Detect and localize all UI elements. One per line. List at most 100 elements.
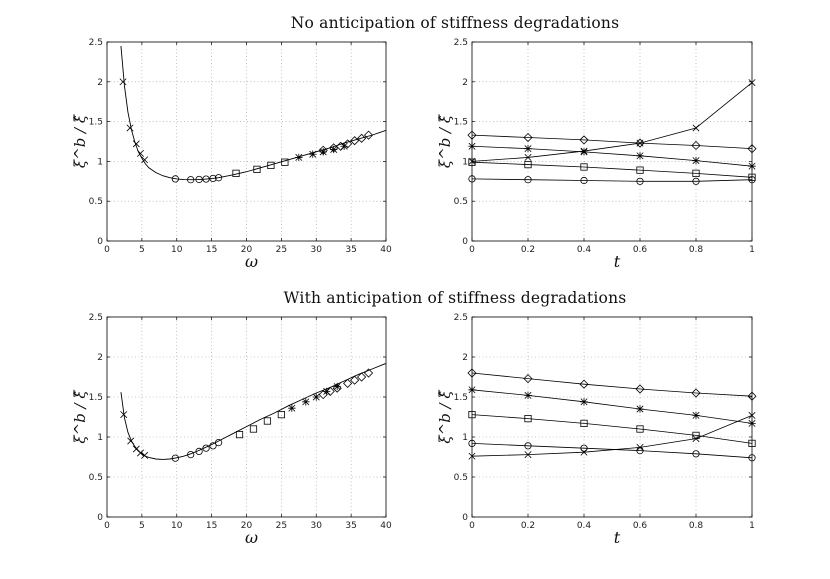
data-point	[343, 378, 353, 388]
axes-frame	[471, 316, 753, 518]
x-tick-label: 0.8	[689, 245, 704, 255]
y-tick-label: 1	[462, 157, 468, 167]
data-point	[202, 175, 210, 183]
y-tick-label: 2.5	[454, 313, 468, 323]
data-point	[747, 391, 757, 401]
y-axis-label: ξ^b / ξ̂	[71, 114, 89, 168]
series-line	[471, 178, 753, 182]
data-point	[209, 174, 217, 183]
data-point	[468, 142, 476, 150]
x-tick-label: 1	[749, 245, 755, 255]
y-tick-label: 0	[97, 513, 103, 523]
y-tick-label: 2	[97, 353, 103, 363]
x-tick-label: 0	[104, 245, 110, 255]
data-point	[187, 176, 195, 184]
x-tick-label: 20	[241, 245, 253, 255]
x-tick-label: 10	[171, 245, 183, 255]
data-point	[524, 160, 532, 169]
x-tick-label: 35	[345, 245, 356, 255]
data-point	[195, 175, 203, 184]
x-tick-label: 30	[311, 245, 323, 255]
y-tick-label: 1.5	[454, 118, 468, 128]
x-tick-label: 0	[469, 521, 475, 531]
data-point	[636, 177, 644, 185]
x-tick-label: 0.4	[577, 521, 592, 531]
data-point	[636, 425, 644, 433]
axes-frame	[106, 316, 387, 518]
series-line	[471, 82, 753, 162]
y-axis-label: ξ^b / ξ̂	[436, 114, 454, 168]
data-point	[635, 138, 645, 148]
data-point	[281, 158, 289, 166]
data-point	[636, 443, 644, 451]
data-point	[523, 132, 533, 143]
data-point	[580, 444, 588, 452]
data-point	[309, 150, 317, 158]
x-axis-label: t	[614, 528, 621, 547]
data-point	[132, 140, 140, 148]
data-point	[523, 374, 533, 384]
series-line	[471, 372, 753, 397]
data-point	[126, 124, 134, 132]
data-point	[318, 145, 328, 155]
data-point	[748, 176, 756, 184]
data-point	[288, 404, 296, 412]
data-point	[635, 384, 645, 394]
data-point	[329, 143, 339, 153]
data-point	[119, 78, 127, 86]
marker-group-o	[171, 174, 223, 184]
y-tick-label: 1	[97, 157, 103, 167]
x-tick-label: 0	[469, 245, 475, 255]
x-tick-label: 1	[749, 521, 755, 531]
series-line	[471, 145, 753, 167]
data-point	[580, 147, 588, 155]
y-tick-label: 0.5	[454, 197, 468, 207]
marker-group-x	[120, 411, 149, 459]
series-line	[471, 443, 753, 459]
data-point	[332, 383, 342, 393]
data-point	[187, 450, 195, 459]
x-tick-label: 25	[276, 245, 287, 255]
y-tick-label: 1.5	[454, 393, 468, 403]
data-point	[467, 368, 477, 378]
data-point	[209, 442, 217, 450]
data-point	[277, 410, 285, 419]
x-tick-label: 10	[171, 521, 183, 531]
data-point	[580, 419, 588, 428]
data-point	[468, 386, 476, 394]
data-point	[357, 133, 367, 143]
series-curve	[120, 45, 387, 181]
x-tick-label: 15	[206, 245, 217, 255]
data-point	[468, 439, 476, 447]
data-point	[249, 425, 258, 433]
series-star	[468, 386, 756, 428]
series-line	[471, 414, 753, 444]
x-tick-label: 30	[311, 521, 323, 531]
data-point	[692, 450, 700, 458]
data-point	[748, 79, 756, 87]
data-point	[636, 166, 644, 174]
data-point	[748, 162, 756, 170]
data-point	[336, 141, 346, 151]
series-line	[471, 389, 753, 424]
series-x	[468, 411, 756, 460]
y-tick-label: 1	[97, 433, 103, 443]
x-tick-label: 0.2	[521, 521, 535, 531]
marker-group-x	[119, 78, 149, 164]
x-tick-label: 0.6	[633, 521, 648, 531]
data-point	[171, 175, 179, 183]
y-tick-label: 2	[462, 353, 468, 363]
data-point	[524, 414, 532, 423]
data-point	[468, 452, 476, 460]
data-point	[136, 449, 144, 457]
marker-group-star	[288, 382, 341, 412]
data-point	[120, 411, 128, 419]
data-point	[636, 152, 644, 160]
data-point	[524, 176, 532, 184]
x-tick-label: 25	[276, 521, 287, 531]
y-tick-label: 1	[462, 433, 468, 443]
data-point	[215, 438, 223, 447]
series-diamond	[467, 130, 757, 154]
panel-bottom-left: 0 5 10 15 20 25 30 35 40 0 0.5 1 1.5 2 2.5 ω ξ^b / ξ̂	[71, 313, 392, 547]
